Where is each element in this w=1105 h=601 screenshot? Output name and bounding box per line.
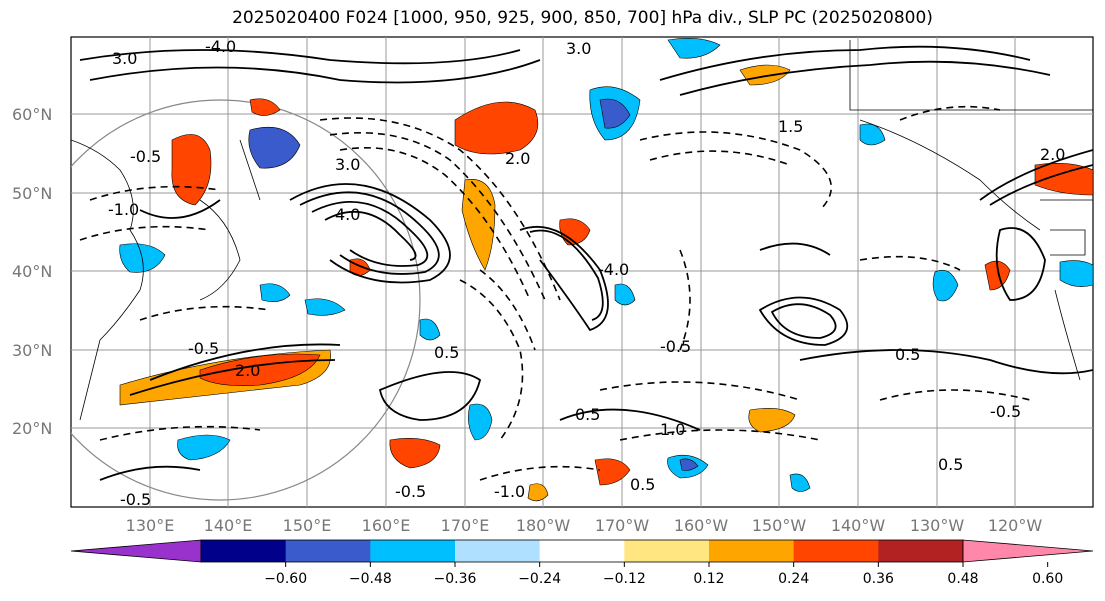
contour-label: -4.0 bbox=[205, 37, 236, 56]
colorbar-tick-label: 0.60 bbox=[1032, 571, 1063, 587]
lon-label: 140°W bbox=[831, 516, 886, 535]
contour-label: 0.5 bbox=[630, 475, 655, 494]
contour-label: 2.0 bbox=[235, 361, 260, 380]
colorbar-tick-label: 0.12 bbox=[693, 571, 724, 587]
contour-label: 3.0 bbox=[335, 155, 360, 174]
colorbar-tick-label: 0.24 bbox=[778, 571, 809, 587]
latitude-labels: 60°N 50°N 40°N 30°N 20°N bbox=[12, 105, 52, 438]
contour-label: -0.5 bbox=[120, 490, 151, 509]
colorbar-swatch bbox=[793, 540, 879, 562]
contour-label: 3.0 bbox=[566, 39, 591, 58]
lat-label: 60°N bbox=[12, 105, 52, 124]
contour-label: 1.5 bbox=[778, 117, 803, 136]
lon-label: 140°E bbox=[204, 516, 253, 535]
lat-label: 30°N bbox=[12, 341, 52, 360]
lat-label: 40°N bbox=[12, 262, 52, 281]
lon-label: 160°E bbox=[362, 516, 411, 535]
contour-label: -1.0 bbox=[494, 482, 525, 501]
lon-label: 130°E bbox=[126, 516, 175, 535]
colorbar-swatch bbox=[201, 540, 287, 562]
contour-label: 0.5 bbox=[938, 455, 963, 474]
map-panel: -4.0 3.0 3.0 4.0 2.0 -4.0 2.0 -0.5 -0.5 … bbox=[70, 36, 1094, 509]
colorbar-tick-label: 0.48 bbox=[947, 571, 978, 587]
contour-label: -0.5 bbox=[188, 339, 219, 358]
contour-label: -0.5 bbox=[990, 402, 1021, 421]
lat-label: 50°N bbox=[12, 184, 52, 203]
coastlines bbox=[71, 40, 1093, 421]
lon-label: 130°W bbox=[910, 516, 965, 535]
lon-label: 150°W bbox=[752, 516, 807, 535]
longitude-labels: 130°E 140°E 150°E 160°E 170°E 180°W 170°… bbox=[126, 516, 1043, 535]
contour-label: -0.5 bbox=[130, 147, 161, 166]
contour-label: 4.0 bbox=[335, 205, 360, 224]
lon-label: 170°E bbox=[441, 516, 490, 535]
colorbar-swatch bbox=[370, 540, 456, 562]
colorbar-tick-label: 0.36 bbox=[863, 571, 894, 587]
colorbar-swatch bbox=[455, 540, 541, 562]
contour-label: 1.0 bbox=[660, 420, 685, 439]
lon-label: 160°W bbox=[674, 516, 729, 535]
contour-label: -1.0 bbox=[108, 200, 139, 219]
colorbar-swatch bbox=[878, 540, 964, 562]
lon-label: 170°W bbox=[595, 516, 650, 535]
contour-labels: -4.0 3.0 3.0 4.0 2.0 -4.0 2.0 -0.5 -0.5 … bbox=[108, 37, 1065, 509]
colorbar-tick-label: −0.12 bbox=[603, 571, 646, 587]
colorbar-tick-label: −0.60 bbox=[264, 571, 307, 587]
colorbar-extend-min bbox=[70, 539, 202, 563]
contour-label: 3.0 bbox=[112, 49, 137, 68]
contour-label: 0.5 bbox=[895, 345, 920, 364]
contour-label: 2.0 bbox=[1040, 145, 1065, 164]
contour-label: 0.5 bbox=[575, 405, 600, 424]
colorbar-swatch bbox=[539, 540, 625, 562]
colorbar-extend-max bbox=[962, 539, 1094, 563]
colorbar-swatch bbox=[624, 540, 710, 562]
contour-label: 2.0 bbox=[505, 149, 530, 168]
contour-label: 0.5 bbox=[434, 343, 459, 362]
contour-label: -0.5 bbox=[395, 482, 426, 501]
colorbar-swatch bbox=[709, 540, 795, 562]
contour-label: -0.5 bbox=[660, 337, 691, 356]
chart-title: 2025020400 F024 [1000, 950, 925, 900, 85… bbox=[232, 8, 933, 28]
lat-label: 20°N bbox=[12, 419, 52, 438]
lon-label: 180°W bbox=[516, 516, 571, 535]
slp-contours bbox=[79, 45, 1093, 481]
dashed-contours bbox=[79, 105, 1031, 481]
colorbar-tick-label: −0.36 bbox=[434, 571, 477, 587]
lon-label: 120°W bbox=[988, 516, 1043, 535]
lon-label: 150°E bbox=[283, 516, 332, 535]
colorbar: −0.60 −0.48 −0.36 −0.24 −0.12 0.12 0.24 0.36 0.4… bbox=[70, 539, 1094, 587]
range-circle bbox=[71, 99, 421, 501]
colorbar-tick-label: −0.24 bbox=[518, 571, 561, 587]
contour-label: -4.0 bbox=[598, 260, 629, 279]
colorbar-swatch bbox=[285, 540, 371, 562]
colorbar-tick-label: −0.48 bbox=[349, 571, 392, 587]
colorbar-outline bbox=[200, 539, 964, 563]
